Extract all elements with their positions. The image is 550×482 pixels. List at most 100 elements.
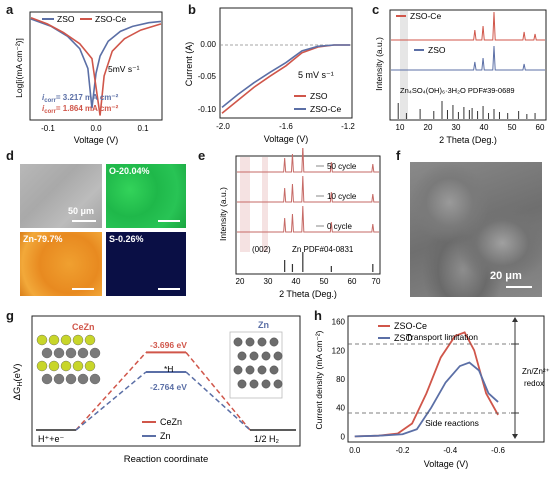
scalebar-o: [158, 220, 180, 222]
xrd-patterns: [391, 11, 545, 119]
h-xtick: -0.6: [491, 446, 505, 455]
atom: [53, 373, 65, 385]
scan-rate: 5mV s⁻¹: [108, 64, 140, 74]
highlight-band: [400, 11, 408, 119]
g-right-state: 1/2 H₂: [254, 434, 280, 444]
b-xtick-1: -2.0: [216, 122, 230, 131]
panel-e: e 50 cycle 10 cycle 0 cycle (002) Zn PDF…: [196, 145, 386, 303]
cycle-pattern-0: [237, 145, 379, 173]
free-energy-paths: [36, 351, 296, 431]
c-xtick-5: 50: [508, 123, 517, 132]
panel-label-e: e: [198, 148, 206, 163]
scalebar-s: [158, 288, 180, 290]
atom: [257, 337, 267, 347]
e-cycle-0: 0 cycle: [327, 222, 352, 231]
a-ylabel: Log[i(mA cm⁻²)]: [14, 38, 24, 98]
atom: [269, 337, 279, 347]
e-cycle-50: 50 cycle: [327, 162, 357, 171]
h-redox-1: Zn/Zn²⁺: [522, 367, 550, 376]
e-xtick-3: 40: [292, 277, 301, 286]
b-ylabel: Current (A): [184, 42, 194, 87]
atom: [233, 365, 243, 375]
eds-label-zinc: Zn-79.7%: [23, 234, 63, 244]
atom: [249, 379, 259, 389]
series-zso: [354, 361, 499, 438]
h-transport: Transport limitation: [406, 332, 478, 342]
e-xtick-5: 60: [348, 277, 357, 286]
axes-frame: [29, 11, 163, 121]
atom: [72, 334, 84, 346]
atom: [237, 379, 247, 389]
panel-c-plot: ZSO-Ce ZSO Zn₄SO₄(OH)₆·3H₂O PDF#39-0689 …: [374, 9, 547, 145]
g-zn-value: -2.764 eV: [150, 382, 187, 392]
c-xtick-3: 30: [452, 123, 461, 132]
h-xlabel: Voltage (V): [424, 459, 469, 469]
pattern-zso-ce: [391, 11, 545, 41]
cycle-pattern-1: [237, 175, 379, 203]
atom: [41, 347, 53, 359]
b-ytick-3: -0.10: [198, 105, 217, 114]
h-ytick: 40: [336, 404, 345, 413]
b-scan-rate: 5 mV s⁻¹: [298, 70, 334, 80]
h-axis-ticks: 0 40 80 120 160 0.0 -0.2 -0.4 -0.6: [332, 318, 506, 455]
a-xtick-2: 0.0: [90, 124, 102, 133]
c-legend-zso: ZSO: [428, 45, 446, 55]
b-ytick-1: 0.00: [200, 40, 216, 49]
polarization-curves: [30, 16, 162, 116]
h-xtick: -0.4: [443, 446, 457, 455]
scalebar-zn: [72, 288, 94, 290]
panel-label-h: h: [314, 308, 322, 323]
a-xtick-1: -0.1: [41, 124, 55, 133]
panel-b-plot: 0.00 -0.05 -0.10 -2.0 -1.6 -1.2 Voltage …: [184, 7, 355, 144]
cycle-pattern-2: [237, 205, 379, 233]
cezn-structure: [36, 334, 101, 385]
struct-label-cezn: CeZn: [72, 322, 95, 332]
g-ce-value: -3.696 eV: [150, 340, 187, 350]
h-ylabel: Current density (mA cm⁻²): [314, 330, 324, 429]
axes-frame: [31, 315, 301, 447]
atom: [48, 334, 60, 346]
panel-c: c ZSO-Ce ZSO Zn₄SO₄(OH)₆·3H₂O PDF#39-068…: [370, 0, 550, 150]
atom: [77, 373, 89, 385]
e-ylabel: Intensity (a.u.): [218, 187, 228, 241]
a-xlabel: Voltage (V): [74, 135, 119, 145]
e-cycle-10: 10 cycle: [327, 192, 357, 201]
atom: [245, 365, 255, 375]
path-zn-in: [75, 371, 147, 431]
panel-g: g CeZn Zn -3.696 eV *H -2.764 eV H⁺+e⁻ 1…: [0, 306, 305, 477]
highlight-band-2: [262, 157, 268, 252]
path-zn-out: [185, 371, 251, 431]
atom: [36, 360, 48, 372]
panel-b: b 0.00 -0.05 -0.10 -2.0 -1.6 -1.2 Voltag…: [180, 0, 360, 150]
cell-box: [229, 331, 283, 399]
eds-map-zinc: Zn-79.7%: [20, 232, 102, 296]
atom: [48, 360, 60, 372]
g-legend-cezn: CeZn: [160, 417, 182, 427]
c-xtick-1: 10: [396, 123, 405, 132]
e-peak-label: (002): [252, 245, 271, 254]
scalebar-f: [506, 286, 532, 288]
h-xtick: 0.0: [349, 446, 361, 455]
b-xlabel: Voltage (V): [264, 134, 309, 144]
atom: [72, 360, 84, 372]
h-ytick: 80: [336, 375, 345, 384]
eds-label-sulfur: S-0.26%: [109, 234, 144, 244]
atom: [273, 351, 283, 361]
b-xtick-3: -1.2: [341, 122, 355, 131]
c-xlabel: 2 Theta (Deg.): [439, 135, 497, 145]
e-xlabel: 2 Theta (Deg.): [279, 289, 337, 299]
axes-frame: [235, 155, 381, 275]
atom: [257, 365, 267, 375]
path-cezn-out: [185, 351, 251, 431]
panel-label-c: c: [372, 2, 380, 17]
panel-a-plot: ZSO ZSO-Ce 5mV s⁻¹ icorr= 3.217 mA cm⁻² …: [14, 11, 163, 145]
atom: [36, 334, 48, 346]
atom: [53, 347, 65, 359]
atom: [84, 334, 96, 346]
atom: [237, 351, 247, 361]
b-ytick-2: -0.05: [198, 72, 217, 81]
cv-curves: [354, 331, 499, 438]
e-xtick-6: 70: [372, 277, 381, 286]
g-left-state: H⁺+e⁻: [38, 434, 65, 444]
a-xtick-3: 0.1: [137, 124, 149, 133]
